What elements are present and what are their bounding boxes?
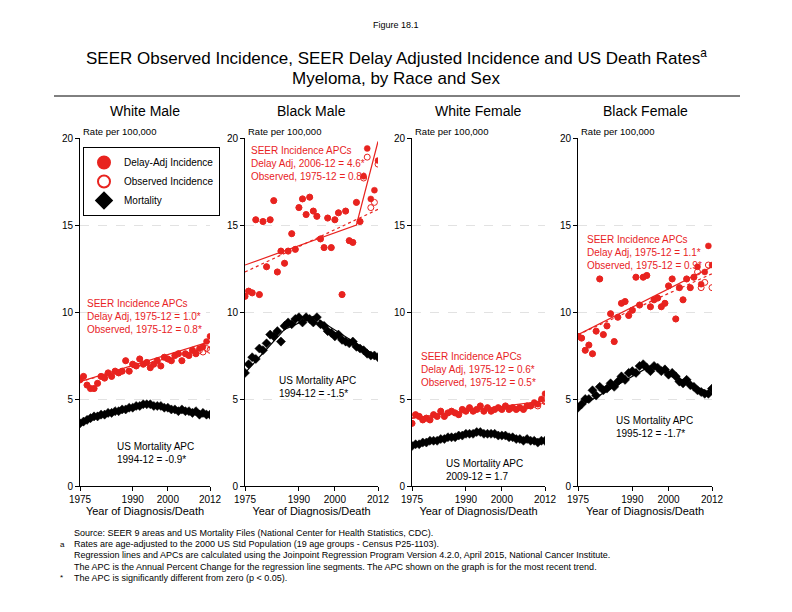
svg-text:15: 15 [227,220,239,231]
svg-text:1975: 1975 [234,494,257,505]
svg-text:Source: SEER 9 areas and US Mo: Source: SEER 9 areas and US Mortality Fi… [74,528,433,538]
svg-text:Rate per 100,000: Rate per 100,000 [83,126,156,137]
svg-text:US Mortality APC2009-12 = 1.7: US Mortality APC2009-12 = 1.7 [446,458,523,482]
svg-text:2000: 2000 [157,494,180,505]
svg-text:1990: 1990 [455,494,478,505]
svg-text:0: 0 [67,481,73,492]
svg-text:SEER Incidence APCsDelay Adj,: SEER Incidence APCsDelay Adj, 1975-12 = … [421,351,536,388]
svg-text:Year of Diagnosis/Death: Year of Diagnosis/Death [419,505,537,517]
svg-text:The APC is significantly diffe: The APC is significantly different from … [74,573,287,583]
svg-text:Regression lines and APCs are: Regression lines and APCs are calculated… [74,550,610,560]
svg-text:Year of Diagnosis/Death: Year of Diagnosis/Death [86,505,204,517]
svg-text:1990: 1990 [621,494,644,505]
svg-text:1990: 1990 [122,494,145,505]
svg-text:1990: 1990 [288,494,311,505]
svg-text:20: 20 [62,133,74,144]
svg-text:15: 15 [394,220,406,231]
svg-text:The APC is the Annual Percent: The APC is the Annual Percent Change for… [74,562,597,572]
svg-text:White Male: White Male [110,103,180,119]
svg-text:2000: 2000 [657,494,680,505]
svg-text:1975: 1975 [567,494,590,505]
svg-text:0: 0 [232,481,238,492]
svg-text:2012: 2012 [199,494,222,505]
svg-text:SEER Observed Incidence, SEER: SEER Observed Incidence, SEER Delay Adju… [86,46,707,68]
svg-text:Black Male: Black Male [277,103,346,119]
svg-text:1975: 1975 [401,494,424,505]
svg-text:20: 20 [394,133,406,144]
svg-text:2000: 2000 [491,494,514,505]
svg-text:2012: 2012 [534,494,557,505]
svg-text:2012: 2012 [701,494,724,505]
svg-text:Rate per 100,000: Rate per 100,000 [248,126,321,137]
svg-text:SEER Incidence APCsDelay Adj,: SEER Incidence APCsDelay Adj, 1975-12 = … [587,234,702,271]
svg-text:5: 5 [399,394,405,405]
svg-text:5: 5 [67,394,73,405]
svg-text:20: 20 [560,133,572,144]
svg-text:Mortality: Mortality [124,195,162,206]
svg-text:*: * [60,573,63,582]
svg-text:White Female: White Female [435,103,522,119]
svg-text:Year of Diagnosis/Death: Year of Diagnosis/Death [586,505,704,517]
svg-text:Year of Diagnosis/Death: Year of Diagnosis/Death [252,505,370,517]
svg-text:10: 10 [394,307,406,318]
svg-text:a: a [60,540,65,549]
svg-text:SEER Incidence APCsDelay Adj,: SEER Incidence APCsDelay Adj, 2006-12 = … [251,145,366,182]
svg-text:Myeloma, by Race and Sex: Myeloma, by Race and Sex [292,69,500,88]
svg-text:10: 10 [560,307,572,318]
svg-text:US Mortality APC1994-12 = -1.5: US Mortality APC1994-12 = -1.5* [279,375,356,399]
svg-text:US Mortality APC1994-12 = -0.9: US Mortality APC1994-12 = -0.9* [117,441,194,465]
svg-text:Observed Incidence: Observed Incidence [124,176,213,187]
svg-text:0: 0 [565,481,571,492]
svg-text:US Mortality APC1995-12 = -1.7: US Mortality APC1995-12 = -1.7* [616,415,693,439]
svg-text:Black Female: Black Female [603,103,688,119]
svg-text:2000: 2000 [324,494,347,505]
svg-text:Delay-Adj Incidence: Delay-Adj Incidence [124,157,213,168]
svg-text:10: 10 [62,307,74,318]
svg-text:Rate per 100,000: Rate per 100,000 [415,126,488,137]
svg-text:Figure 18.1: Figure 18.1 [373,20,419,30]
svg-text:SEER Incidence APCsDelay Adj,: SEER Incidence APCsDelay Adj, 1975-12 = … [87,298,202,335]
svg-text:Rates are age-adjusted to the: Rates are age-adjusted to the 2000 US St… [74,539,439,549]
svg-text:1975: 1975 [69,494,92,505]
svg-text:5: 5 [232,394,238,405]
svg-text:5: 5 [565,394,571,405]
svg-text:2012: 2012 [367,494,390,505]
svg-text:15: 15 [560,220,572,231]
svg-text:20: 20 [227,133,239,144]
svg-text:Rate per 100,000: Rate per 100,000 [581,126,654,137]
svg-text:15: 15 [62,220,74,231]
svg-text:0: 0 [399,481,405,492]
svg-text:10: 10 [227,307,239,318]
